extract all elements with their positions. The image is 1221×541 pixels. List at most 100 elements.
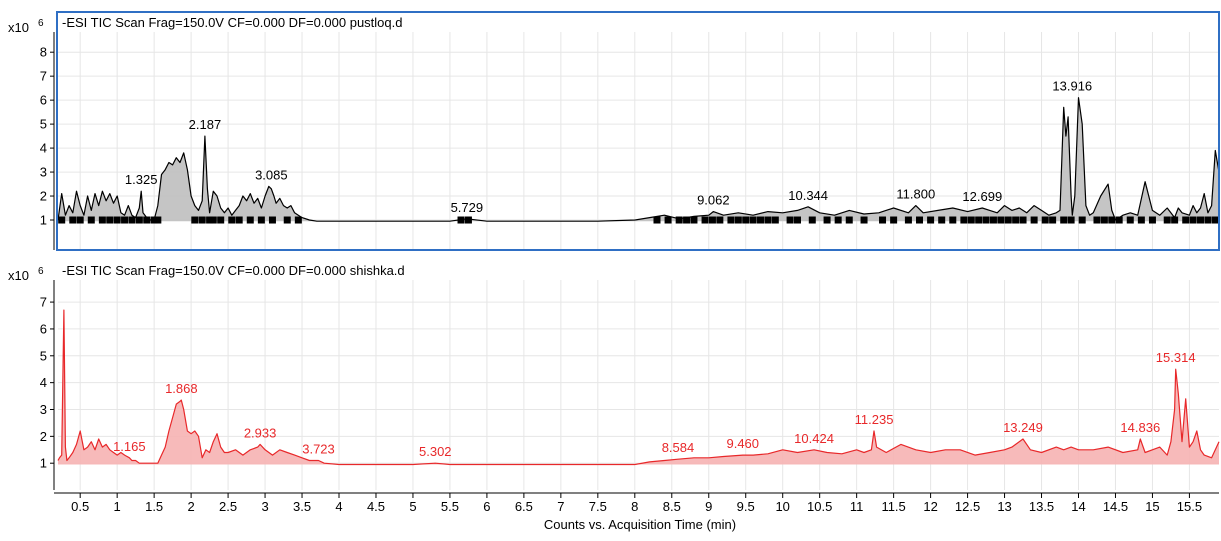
x-tick-label: 11.5 (881, 499, 905, 514)
x-axis-label: Counts vs. Acquisition Time (min) (544, 517, 736, 532)
panel1-integration-marker (69, 216, 77, 224)
panel2-peak-label: 13.249 (1003, 420, 1043, 435)
panel1-integration-marker (121, 216, 129, 224)
panel1-integration-marker (786, 216, 794, 224)
panel1-peak-label: 2.187 (189, 117, 222, 132)
panel2-peak-label: 15.314 (1156, 350, 1196, 365)
x-tick-label: 2 (187, 499, 194, 514)
panel1-integration-marker (683, 216, 691, 224)
x-tick-label: 1 (114, 499, 121, 514)
panel1-integration-marker (198, 216, 206, 224)
panel1-integration-marker (1019, 216, 1027, 224)
panel1-y-tick-label: 1 (40, 213, 47, 228)
panel2-peak-label: 9.460 (726, 436, 759, 451)
x-tick-label: 6.5 (515, 499, 533, 514)
panel1-integration-marker (191, 216, 199, 224)
panel2-y-tick-label: 4 (40, 375, 47, 390)
x-tick-label: 8.5 (663, 499, 681, 514)
panel1-integration-marker (464, 216, 472, 224)
panel1-integration-marker (1126, 216, 1134, 224)
panel1-integration-marker (135, 216, 143, 224)
panel2-y-exponent: 6 (38, 266, 44, 277)
panel1-y-tick-label: 5 (40, 117, 47, 132)
x-tick-label: 5 (409, 499, 416, 514)
panel1-integration-marker (268, 216, 276, 224)
panel1-integration-marker (113, 216, 121, 224)
panel1-integration-marker (708, 216, 716, 224)
panel1-integration-marker (128, 216, 136, 224)
panel1-integration-marker (808, 216, 816, 224)
panel1-integration-marker (150, 216, 158, 224)
panel1-integration-marker (916, 216, 924, 224)
panel2-y-tick-label: 3 (40, 402, 47, 417)
panel1-integration-marker (143, 216, 151, 224)
panel1-peak-label: 10.344 (788, 188, 828, 203)
panel1-integration-marker (727, 216, 735, 224)
panel1-y-tick-label: 2 (40, 189, 47, 204)
panel1-peak-label: 1.325 (125, 172, 158, 187)
panel1-integration-marker (257, 216, 265, 224)
x-tick-label: 12.5 (955, 499, 980, 514)
panel1-integration-marker (890, 216, 898, 224)
panel1-integration-marker (716, 216, 724, 224)
panel1-integration-marker (1204, 216, 1212, 224)
panel2-y-tick-label: 2 (40, 429, 47, 444)
panel1-integration-marker (76, 216, 84, 224)
x-tick-label: 0.5 (71, 499, 89, 514)
x-tick-label: 7 (557, 499, 564, 514)
panel2-y-multiplier: x10 (8, 268, 29, 283)
panel2-peak-label: 11.235 (855, 412, 894, 427)
x-tick-label: 14.5 (1103, 499, 1128, 514)
panel1-integration-marker (823, 216, 831, 224)
panel1-peak-label: 13.916 (1052, 79, 1092, 94)
panel1-integration-marker (87, 216, 95, 224)
panel1-peak-label: 5.729 (451, 200, 484, 215)
panel1-integration-marker (1108, 216, 1116, 224)
x-tick-label: 11 (850, 499, 864, 514)
x-tick-label: 6 (483, 499, 490, 514)
x-tick-label: 15.5 (1177, 499, 1202, 514)
panel1-integration-marker (653, 216, 661, 224)
panel2-peak-label: 14.836 (1120, 420, 1160, 435)
panel1-integration-marker (764, 216, 772, 224)
panel1-integration-marker (967, 216, 975, 224)
panel2-y-tick-label: 7 (40, 295, 47, 310)
panel1-y-tick-label: 4 (40, 141, 47, 156)
panel1-integration-marker (98, 216, 106, 224)
panel1-selection-frame[interactable] (56, 11, 1220, 251)
panel1-peak-label: 12.699 (962, 189, 1002, 204)
panel1-integration-marker (690, 216, 698, 224)
panel1-integration-marker (749, 216, 757, 224)
panel1-integration-marker (845, 216, 853, 224)
x-tick-label: 9 (705, 499, 712, 514)
panel1-integration-marker (1060, 216, 1068, 224)
panel1-integration-marker (235, 216, 243, 224)
x-tick-label: 8 (631, 499, 638, 514)
panel1-integration-marker (58, 216, 66, 224)
x-tick-label: 15 (1145, 499, 1159, 514)
x-tick-label: 9.5 (737, 499, 755, 514)
panel2-y-tick-label: 1 (40, 456, 47, 471)
panel1-peak-label: 9.062 (697, 193, 730, 208)
x-tick-label: 7.5 (589, 499, 607, 514)
x-tick-label: 13.5 (1029, 499, 1054, 514)
panel1-integration-marker (938, 216, 946, 224)
panel1-integration-marker (989, 216, 997, 224)
panel1-y-multiplier: x10 (8, 20, 29, 35)
panel2-y-tick-label: 5 (40, 348, 47, 363)
panel1-integration-marker (1093, 216, 1101, 224)
panel1-integration-marker (1078, 216, 1086, 224)
panel1-integration-marker (1041, 216, 1049, 224)
panel2-peak-label: 5.302 (419, 444, 452, 459)
panel1-area (58, 97, 1219, 222)
panel1-integration-marker (734, 216, 742, 224)
panel1-integration-marker (742, 216, 750, 224)
panel1-integration-marker (664, 216, 672, 224)
panel1-y-tick-label: 8 (40, 45, 47, 60)
panel2-y-tick-label: 6 (40, 321, 47, 336)
x-tick-label: 5.5 (441, 499, 459, 514)
x-tick-label: 10.5 (807, 499, 832, 514)
panel1-integration-marker (246, 216, 254, 224)
panel1-y-tick-label: 6 (40, 93, 47, 108)
